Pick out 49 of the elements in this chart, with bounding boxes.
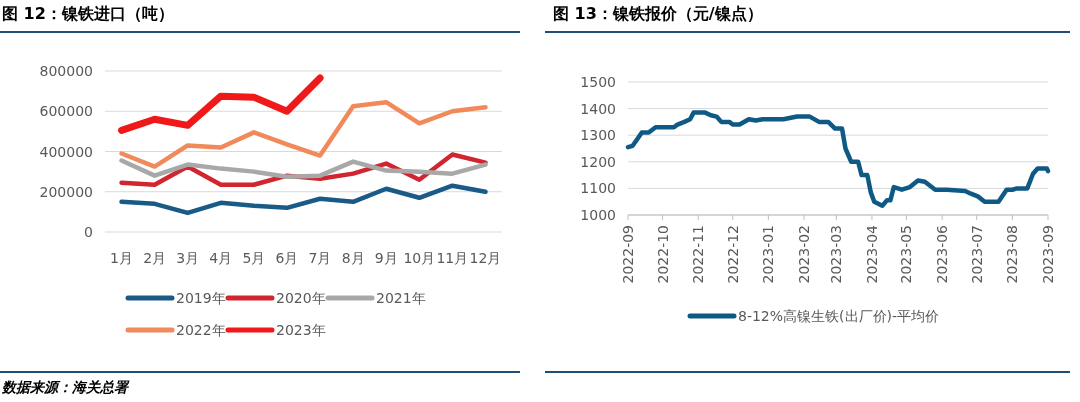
x-tick-label: 8月 <box>341 250 365 266</box>
x-tick-label: 2023-07 <box>968 225 985 284</box>
legend-label: 2020年 <box>276 290 326 306</box>
line-series <box>119 99 488 169</box>
legend-label: 2023年 <box>276 322 326 338</box>
x-tick-label: 6月 <box>275 250 299 266</box>
y-tick-label: 1400 <box>580 100 616 117</box>
x-tick-label: 2月 <box>143 250 167 266</box>
source-note: 数据来源：海关总署 <box>1 379 130 395</box>
legend-label: 2021年 <box>376 290 426 306</box>
x-tick-label: 2022-12 <box>724 225 741 284</box>
y-tick-label: 1100 <box>580 180 616 197</box>
x-tick-label: 2023-01 <box>760 225 777 284</box>
x-tick-label: 9月 <box>374 250 398 266</box>
x-tick-label: 2023-05 <box>898 225 915 284</box>
x-tick-label: 7月 <box>308 250 332 266</box>
y-tick-label: 1000 <box>580 207 616 223</box>
line-series <box>119 158 488 179</box>
x-tick-label: 2022-11 <box>690 225 707 284</box>
y-tick-label: 600000 <box>39 103 93 120</box>
x-tick-label: 2023-09 <box>1040 225 1056 284</box>
y-tick-label: 200000 <box>39 183 93 200</box>
y-tick-label: 400000 <box>39 143 93 160</box>
x-tick-label: 2023-04 <box>863 224 880 284</box>
chart-title: 图 12：镍铁进口（吨） <box>2 4 174 23</box>
x-tick-label: 4月 <box>209 250 233 266</box>
x-tick-label: 2023-02 <box>796 225 813 284</box>
x-tick-label: 2022-10 <box>654 225 671 284</box>
x-tick-label: 5月 <box>242 250 266 266</box>
x-tick-label: 2022-09 <box>620 225 636 284</box>
legend-label: 8-12%高镍生铁(出厂价)-平均价 <box>738 308 940 324</box>
line-series <box>625 110 1051 208</box>
x-tick-label: 3月 <box>176 250 200 266</box>
chart-title: 图 13：镍铁报价（元/镍点） <box>553 4 763 23</box>
y-tick-label: 800000 <box>39 63 93 79</box>
y-tick-label: 1300 <box>580 127 616 144</box>
x-tick-label: 2023-06 <box>934 224 951 284</box>
line-series <box>119 183 488 216</box>
x-tick-label: 2023-03 <box>828 225 845 284</box>
x-tick-label: 11月 <box>436 250 469 266</box>
y-tick-label: 1200 <box>580 153 616 170</box>
x-tick-label: 1月 <box>110 250 133 266</box>
y-tick-label: 1500 <box>580 74 616 90</box>
legend-label: 2019年 <box>176 290 226 306</box>
y-tick-label: 0 <box>84 224 93 240</box>
x-tick-label: 2023-08 <box>1004 225 1021 284</box>
x-tick-label: 10月 <box>403 250 436 266</box>
x-tick-label: 12月 <box>469 250 502 266</box>
legend-label: 2022年 <box>176 322 226 338</box>
